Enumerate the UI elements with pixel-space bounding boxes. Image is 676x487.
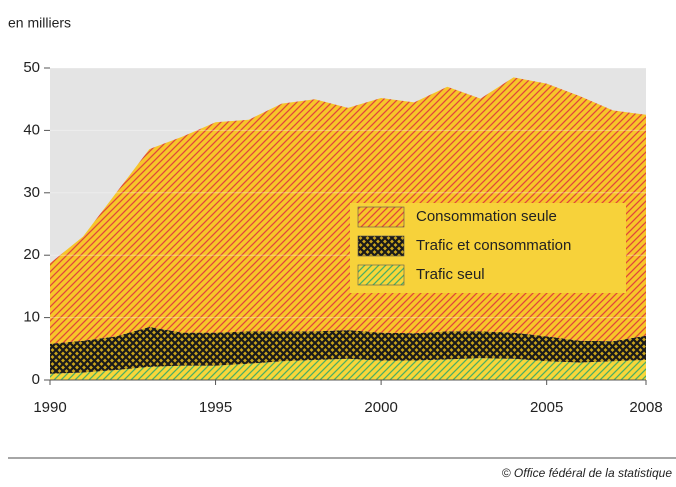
y-tick-label: 10 — [23, 309, 40, 326]
y-axis-label: en milliers — [8, 15, 71, 31]
legend-label: Consommation seule — [416, 208, 557, 225]
legend-swatch — [357, 206, 405, 228]
y-tick-label: 40 — [23, 121, 40, 138]
x-tick-label: 2008 — [629, 399, 662, 416]
legend-swatch — [357, 235, 405, 257]
y-tick-label: 30 — [23, 184, 40, 201]
legend-label: Trafic seul — [416, 266, 485, 283]
source: © Office fédéral de la statistique — [502, 466, 673, 480]
x-tick-label: 1995 — [199, 399, 232, 416]
x-tick-label: 1990 — [33, 399, 66, 416]
y-tick-label: 20 — [23, 246, 40, 263]
x-tick-label: 2000 — [364, 399, 397, 416]
area — [50, 358, 646, 380]
legend-swatch — [357, 264, 405, 286]
x-tick-label: 2005 — [530, 399, 563, 416]
legend-label: Trafic et consommation — [416, 237, 571, 254]
area — [50, 326, 646, 374]
y-tick-label: 0 — [32, 371, 40, 388]
y-tick-label: 50 — [23, 59, 40, 76]
